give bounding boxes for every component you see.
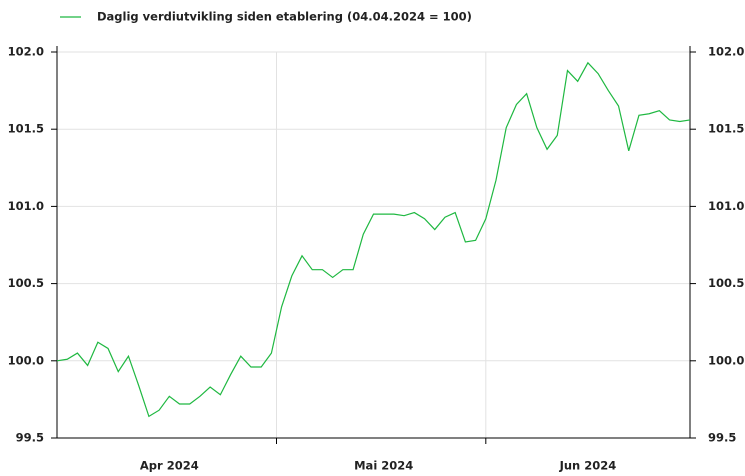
y-tick-label: 100.5 — [8, 276, 44, 290]
x-tick-label: Mai 2024 — [354, 459, 413, 473]
y2-tick-label: 101.0 — [708, 199, 744, 213]
y-tick-label: 102.0 — [8, 45, 44, 59]
y-tick-label: 101.5 — [8, 122, 44, 136]
y2-tick-label: 101.5 — [708, 122, 744, 136]
y2-tick-label: 102.0 — [708, 45, 744, 59]
line-series — [56, 61, 691, 418]
y2-tick-label: 99.5 — [708, 431, 736, 445]
y-tick-label: 101.0 — [8, 199, 44, 213]
y-tick-label: 99.5 — [16, 431, 44, 445]
y-tick-label: 100.0 — [8, 353, 44, 367]
y2-tick-label: 100.0 — [708, 353, 744, 367]
x-tick-label: Jun 2024 — [559, 459, 617, 473]
y2-tick-label: 100.5 — [708, 276, 744, 290]
x-tick-label: Apr 2024 — [140, 459, 199, 473]
legend-label: Daglig verdiutvikling siden etablering (… — [97, 10, 472, 24]
